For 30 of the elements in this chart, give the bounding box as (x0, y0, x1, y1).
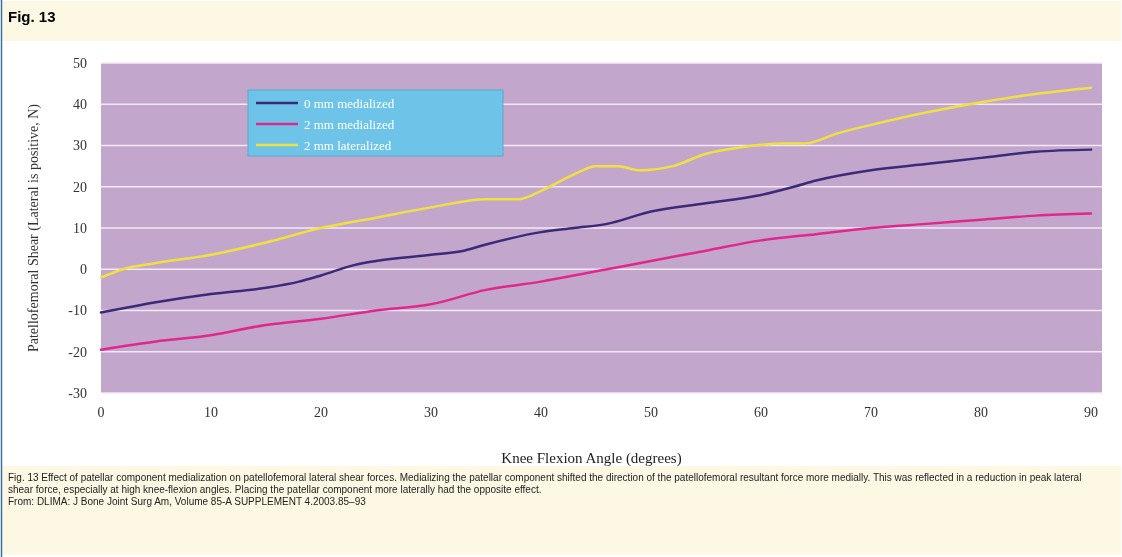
y-tick-label: 30 (73, 138, 87, 154)
x-tick-label: 70 (864, 405, 878, 420)
y-axis-title: Patellofemoral Shear (Lateral is positive, N) (26, 103, 42, 353)
legend-label: 2 mm medialized (304, 116, 395, 132)
line-series (99, 212, 1093, 351)
x-tick-label: 90 (1084, 405, 1098, 420)
y-tick-label: 10 (73, 220, 87, 236)
x-tick-label: 20 (314, 405, 328, 420)
line-series (99, 148, 1093, 314)
legend-label: 2 mm lateralized (304, 137, 392, 153)
x-tick-label: 30 (424, 405, 438, 420)
x-tick-label: 10 (204, 405, 218, 420)
x-tick-label: 50 (644, 405, 658, 420)
text: From: DLIMA: J Bone Joint Surg Am, Volume 85-A SUPPLEMENT 4.2003.85–93 (8, 496, 367, 507)
chart-title: Fig. 13 (8, 8, 56, 25)
legend-label: 0 mm medialized (304, 95, 395, 111)
y-tick-label: 20 (73, 179, 87, 195)
x-axis-title: Knee Flexion Angle (degrees) (501, 450, 682, 467)
y-tick-label: -30 (68, 385, 87, 401)
line-series (99, 86, 1093, 279)
y-tick-label: 40 (73, 97, 87, 113)
x-tick-label: 60 (754, 405, 768, 420)
x-tick-label: 80 (974, 405, 988, 420)
x-tick-label: 0 (97, 405, 105, 420)
x-tick-label: 40 (534, 405, 548, 420)
y-tick-label: 0 (80, 262, 87, 278)
y-tick-label: -10 (68, 303, 87, 319)
caption: Fig. 13 Effect of patellar component medialization on patellofemoral lateral shear forces. Medializing the patellar component shifted the direction of the patellofemoral resultant force more medially. This was reflected in a reduction in peak lateral shear force, especially at high knee-flexion angles. Placing the patellar component more laterally had the opposite effect. (8, 472, 1082, 495)
y-tick-label: -20 (68, 344, 87, 360)
y-tick-label: 50 (73, 55, 87, 71)
